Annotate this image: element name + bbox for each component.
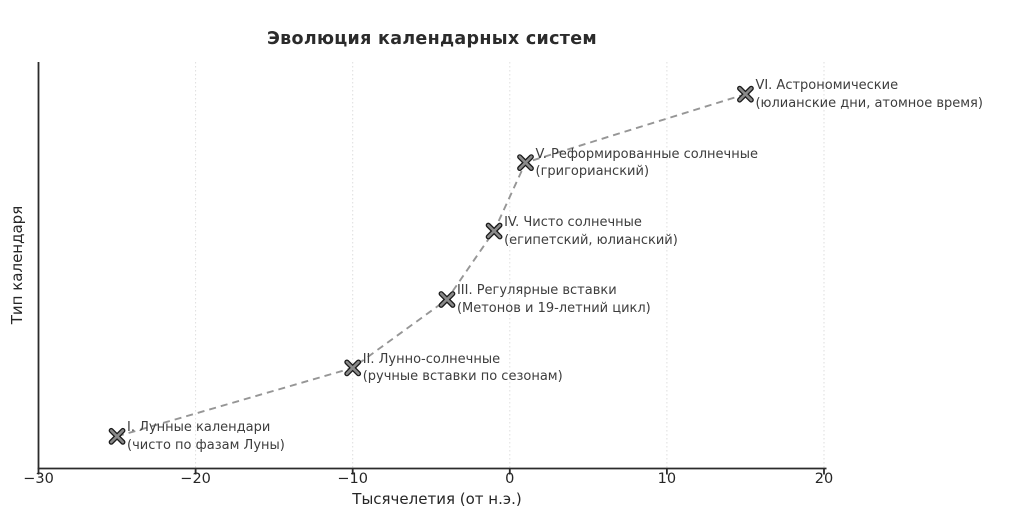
x-tick-label: 0 xyxy=(505,471,515,487)
chart-title: Эволюция календарных систем xyxy=(267,29,597,49)
point-annotation: I. Лунные календари (чисто по фазам Луны) xyxy=(127,419,285,454)
data-point-marker xyxy=(439,292,455,307)
point-annotation-title: II. Лунно-солнечные xyxy=(362,351,501,367)
point-annotation: IV. Чисто солнечные (египетский, юлиански… xyxy=(504,214,678,249)
data-point-marker xyxy=(738,87,753,102)
x-tick-label: 20 xyxy=(814,471,834,487)
point-annotation: III. Регулярные вставки (Метонов и 19-лет… xyxy=(457,282,651,317)
data-point-marker xyxy=(518,155,533,170)
data-point-marker xyxy=(486,223,502,239)
point-annotation-subtitle: (Метонов и 19-летний цикл) xyxy=(456,300,651,316)
point-annotation-title: VI. Астрономические xyxy=(755,78,899,94)
point-annotation-subtitle: (ручные вставки по сезонам) xyxy=(362,369,563,385)
point-annotation-subtitle: (египетский, юлианский) xyxy=(504,232,678,248)
y-axis-label: Тип календаря xyxy=(8,205,26,325)
x-axis-label: Тысячелетия (от н.э.) xyxy=(352,490,522,508)
data-point-marker xyxy=(109,429,125,444)
point-annotation: V. Реформированные солнечные (григорианск… xyxy=(536,146,758,181)
point-annotation-subtitle: (юлианские дни, атомное время) xyxy=(755,95,983,111)
point-annotation-title: III. Регулярные вставки xyxy=(456,283,617,299)
x-tick-label: −10 xyxy=(337,471,368,487)
x-tick-label: 10 xyxy=(657,471,677,487)
point-annotation-subtitle: (григорианский) xyxy=(535,164,650,180)
point-annotation-title: V. Реформированные солнечные xyxy=(535,146,758,162)
x-tick-label: −20 xyxy=(180,471,211,487)
point-annotation-subtitle: (чисто по фазам Луны) xyxy=(127,437,285,453)
x-tick-label: −30 xyxy=(23,471,54,487)
point-annotation: VI. Астрономические (юлианские дни, атомн… xyxy=(755,77,983,112)
point-annotation: II. Лунно-солнечные (ручные вставки по се… xyxy=(363,351,563,386)
point-annotation-title: I. Лунные календари xyxy=(127,420,271,436)
point-annotation-title: IV. Чисто солнечные xyxy=(504,215,642,231)
data-point-marker xyxy=(345,360,360,376)
trend-line xyxy=(116,93,746,438)
